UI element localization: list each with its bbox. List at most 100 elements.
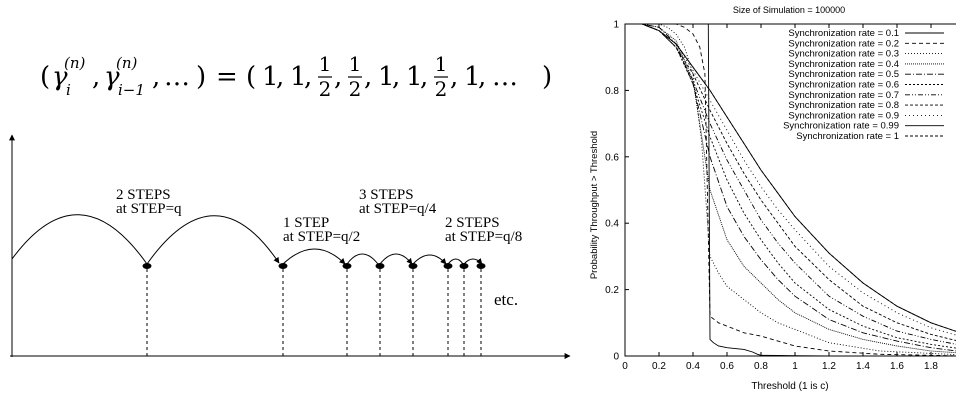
y-tick-label: 0.6: [605, 152, 619, 163]
step-label-q2-line2: at STEP=q/2: [283, 229, 360, 245]
legend-label: Synchronization rate = 0.6: [788, 80, 899, 91]
eq-value: 1: [262, 62, 279, 92]
arc-q8-1: [447, 258, 464, 265]
eq-comma: ,: [334, 62, 342, 92]
legend-label: Synchronization rate = 0.9: [788, 110, 899, 121]
step-point: [443, 263, 453, 269]
step-point: [408, 263, 418, 269]
legend-label: Synchronization rate = 0.99: [783, 121, 899, 132]
series-line-6: [625, 24, 956, 345]
legend-label: Synchronization rate = 0.3: [788, 49, 899, 60]
eq-gamma-2: γ: [104, 62, 120, 92]
legend-label: Synchronization rate = 1: [796, 131, 899, 142]
legend-label: Synchronization rate = 0.8: [788, 100, 899, 111]
arc-q4-1: [346, 253, 379, 265]
eq-comma: ,: [276, 62, 284, 92]
eq-comma: ,: [392, 62, 400, 92]
x-tick-label: 1.6: [890, 361, 904, 372]
step-label-q4-line1: 3 STEPS: [359, 187, 414, 203]
step-arcs: [11, 214, 483, 265]
x-tick-label: 0.4: [686, 361, 700, 372]
eq-value: 1: [464, 62, 481, 92]
series-line-5: [625, 24, 956, 349]
step-point: [375, 263, 385, 269]
eq-gamma-2-sub: i−1: [118, 81, 145, 99]
series-line-3: [625, 24, 956, 354]
series-line-2: [625, 24, 956, 356]
y-tick-label: 0.2: [605, 285, 619, 296]
step-label-q8-line2: at STEP=q/8: [445, 229, 522, 245]
eq-comma: ,: [420, 62, 428, 92]
step-points: [142, 263, 486, 269]
series-line-10: [625, 24, 956, 332]
etc-label: etc.: [494, 290, 518, 309]
chart-ylabel: Probability Throughput > Threshold: [589, 131, 600, 279]
plot-frame: [624, 23, 956, 357]
eq-equals: =: [216, 62, 238, 92]
arc-q2-1: [282, 248, 346, 265]
drop-lines: [146, 269, 482, 356]
series-line-7: [625, 24, 956, 341]
throughput-chart: Size of Simulation = 100000 Probability …: [589, 5, 956, 392]
series-line-1: [625, 24, 956, 356]
eq-close-paren: ): [196, 62, 206, 92]
arc-q4-2: [379, 253, 413, 265]
eq-fraction-denominator: 2: [319, 77, 332, 101]
x-tick-label: 1.4: [856, 361, 870, 372]
eq-fraction-numerator: 1: [319, 52, 332, 76]
y-tick-label: 1: [613, 20, 619, 31]
y-tick-label: 0: [613, 352, 619, 363]
eq-fraction-denominator: 2: [435, 77, 448, 101]
eq-value: …: [492, 62, 518, 92]
legend-label: Synchronization rate = 0.4: [788, 59, 899, 70]
step-point: [342, 263, 352, 269]
chart-ticks: 00.20.40.60.811.21.41.61.8200.20.40.60.8…: [605, 20, 938, 373]
eq-comma-1: ,: [92, 62, 100, 92]
eq-fraction-numerator: 1: [349, 52, 362, 76]
x-tick-label: 1.8: [924, 361, 938, 372]
step-point: [459, 263, 469, 269]
legend-label: Synchronization rate = 0.1: [788, 28, 899, 39]
eq-comma: ,: [450, 62, 458, 92]
step-label-q4-line2: at STEP=q/4: [359, 201, 437, 217]
x-tick-label: 1: [792, 361, 798, 372]
x-tick-label: 0.6: [720, 361, 734, 372]
step-label-q2-line1: 1 STEP: [283, 215, 329, 231]
eq-value: 1: [378, 62, 395, 92]
eq-open-paren: (: [40, 62, 50, 92]
step-point: [142, 263, 152, 269]
chart-title: Size of Simulation = 100000: [733, 5, 845, 15]
eq-open-paren-rhs: (: [246, 62, 256, 92]
x-tick-label: 0.8: [754, 361, 768, 372]
arc-q4-3: [412, 254, 447, 265]
eq-comma: ,: [304, 62, 312, 92]
step-diagram: ( γ i (n) , γ i−1 (n) , … ) = ( 1, 1, 12, 1…: [9, 52, 571, 359]
arc-q-2: [146, 215, 280, 265]
legend-label: Synchronization rate = 0.2: [788, 38, 899, 49]
step-point: [476, 263, 486, 269]
equation: ( γ i (n) , γ i−1 (n) , … ) = ( 1, 1, 12, 1…: [40, 52, 552, 101]
eq-value: 1: [290, 62, 307, 92]
series-line-4: [625, 24, 956, 352]
eq-value: 1: [406, 62, 423, 92]
legend-label: Synchronization rate = 0.5: [788, 69, 899, 80]
eq-gamma-1-sub: i: [66, 81, 71, 99]
eq-gamma-1-sup: (n): [64, 54, 86, 72]
step-label-q8-line1: 2 STEPS: [445, 215, 500, 231]
eq-comma-2: ,: [152, 62, 160, 92]
eq-rhs: 1, 1, 12, 12, 1, 1, 12, 1,…: [262, 52, 518, 101]
y-tick-label: 0.8: [605, 86, 619, 97]
x-tick-label: 1.2: [822, 361, 836, 372]
y-tick-label: 0.4: [605, 219, 619, 230]
legend-label: Synchronization rate = 0.7: [788, 90, 899, 101]
eq-fraction-numerator: 1: [435, 52, 448, 76]
eq-comma: ,: [478, 62, 486, 92]
step-point: [278, 263, 288, 269]
eq-gamma-1: γ: [52, 62, 68, 92]
chart-legend: Synchronization rate = 0.1Synchronizatio…: [783, 28, 944, 142]
step-label-q-line1: 2 STEPS: [116, 187, 171, 203]
x-tick-label: 0: [622, 361, 628, 372]
arc-q-1: [11, 214, 148, 265]
eq-close-paren-rhs: ): [542, 62, 552, 92]
